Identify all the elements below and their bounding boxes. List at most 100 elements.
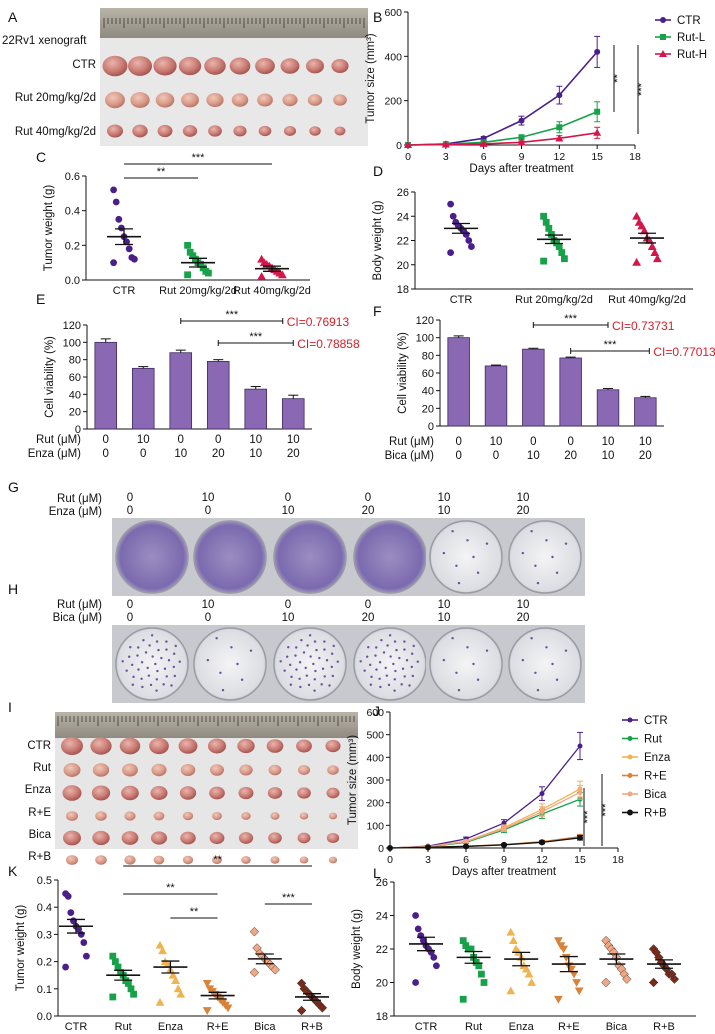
chart-j-legend-label: R+B (644, 808, 667, 820)
panel-letter-a: A (8, 9, 18, 25)
panelH-colony-dot (160, 656, 163, 660)
panelH-colony-dot (165, 648, 168, 651)
panelH-drug-dose: 0 (205, 612, 211, 624)
panel-i-row-bica: Bica (29, 829, 52, 841)
tumorsI-tumor (150, 831, 168, 845)
chart-b-x-tick-label: 18 (629, 151, 641, 163)
chart-c-data-point (131, 255, 138, 263)
chart-j-legend-label: Bica (644, 789, 667, 801)
panelH-colony-dot (295, 646, 298, 649)
chart-j-point (577, 743, 583, 749)
chart-f-bar (447, 337, 470, 427)
chart-l-category-label: Rut (465, 1021, 482, 1033)
chart-f-rut-dose: 0 (567, 436, 573, 448)
panelH-colony-dot (368, 663, 372, 667)
chart-k-category-label: R+E (207, 1021, 229, 1033)
panelH-colony-dot (313, 689, 316, 692)
chart-b-point (556, 124, 563, 131)
tumorsI-tumor (328, 856, 338, 864)
chart-f-bar (484, 365, 508, 427)
panelH-colony-dot (392, 662, 395, 666)
chart-d-data-point (650, 248, 660, 257)
panelH-rut-dose: 10 (517, 599, 530, 611)
panelH-colony-dot (330, 652, 334, 655)
panelH-colony-dot (451, 637, 454, 640)
panelG-colony-dot (555, 571, 559, 574)
chart-f-drug-row-label: Bica (μM) (385, 450, 435, 462)
panel-i-row-rut: Rut (33, 762, 52, 774)
panelG-well (115, 520, 189, 594)
panelH-colony-dot (472, 662, 475, 666)
chart-j-point (577, 834, 583, 841)
panelG-colony-dot (476, 571, 480, 574)
chart-j-point (463, 839, 469, 845)
tumorsI-tumor (63, 830, 81, 846)
chart-f-rut-dose: 0 (455, 436, 461, 448)
chart-f-rut-dose: 10 (490, 436, 503, 448)
chart-e-rut-dose: 0 (215, 434, 221, 446)
chart-f-drug-dose: 10 (527, 450, 540, 462)
chart-k-data-point (109, 993, 117, 1001)
panelH-well (115, 627, 189, 701)
chart-k-y-tick-label: 0.1 (37, 984, 52, 996)
panelH-colony-dot (146, 666, 149, 670)
tumorsI-tumor (121, 785, 139, 801)
tumorsI-tumor (92, 830, 110, 846)
chart-d-category-label: Rut 20mg/kg/2d (515, 294, 593, 306)
panelH-colony-dot (555, 678, 559, 681)
panelH-colony-dot (393, 689, 396, 692)
chart-e-y-tick-label: 80 (69, 355, 81, 367)
tumorsI-tumor (182, 811, 194, 821)
panelH-colony-dot (167, 659, 171, 662)
panelG-rut-dose: 10 (517, 492, 530, 504)
chart-j-y-tick-label: 500 (366, 730, 384, 742)
tumorsI-tumor (267, 787, 283, 799)
chart-e-drug-dose: 10 (249, 448, 262, 460)
chart-e-drug-dose: 10 (174, 448, 187, 460)
panelH-colony-dot (332, 644, 335, 648)
panel-a-photo (100, 8, 368, 146)
tumorsA-tumor (102, 55, 128, 77)
chart-d-data-point (540, 212, 547, 220)
panelG-well (273, 520, 347, 594)
panelG-colony-dot (551, 555, 554, 559)
chart-k-data-point (127, 985, 135, 993)
panelH-colony-dot (149, 683, 153, 687)
panelH-colony-dot (359, 660, 362, 663)
panelH-colony-dot (315, 648, 318, 652)
panelH-well (273, 627, 347, 701)
panelG-colony-dot (545, 539, 548, 542)
tumorsI-tumor (122, 763, 138, 777)
panelH-colony-dot (294, 654, 297, 657)
panelH-colony-dot (285, 655, 289, 658)
panelH-colony-dot (521, 658, 525, 662)
panel-letter-l: L (373, 865, 381, 881)
chart-k-category-label: R+B (301, 1021, 323, 1033)
chart-b-y-tick-label: 0 (396, 140, 402, 152)
panelH-colony-dot (320, 683, 323, 686)
chart-b-x-axis-label: Days after treatment (469, 163, 574, 175)
tumorsI-tumor (124, 855, 136, 865)
panelH-colony-dot (298, 661, 302, 664)
chart-l-data-point (414, 925, 422, 933)
chart-l-y-tick-label: 24 (376, 911, 388, 923)
chart-k-data-point (112, 958, 119, 965)
tumorsA-tumor (257, 93, 273, 107)
chart-k-data-point (64, 892, 72, 900)
chart-e-drug-dose: 0 (140, 448, 146, 460)
tumorsI-tumor (150, 786, 168, 800)
chart-j-point (577, 789, 583, 795)
chart-e-y-tick-label: 0 (75, 424, 81, 436)
chart-f-bar (559, 357, 582, 427)
chart-b-series-line-ctr (407, 51, 598, 146)
panelH-colony-dot (330, 665, 333, 669)
panelH-colony-dot (221, 688, 225, 692)
chart-j-point (387, 845, 393, 851)
panelH-colony-dot (174, 644, 177, 648)
chart-d-y-tick-label: 18 (397, 284, 409, 296)
panelH-rut-dose: 10 (202, 599, 215, 611)
chart-e-sig-label: *** (225, 309, 239, 321)
chart-e-bar (281, 398, 305, 430)
